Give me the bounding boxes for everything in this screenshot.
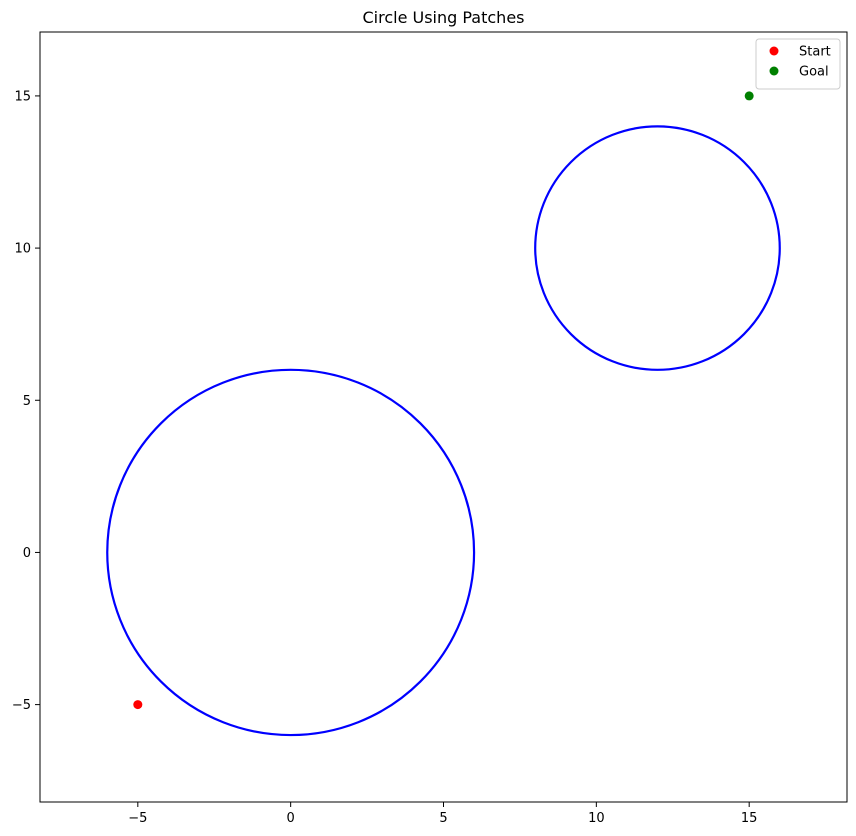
y-axis: −5 0 5 10 15 [12,89,40,713]
plot-area [40,32,847,802]
legend-label-goal: Goal [799,65,829,80]
x-tick-label: 0 [287,811,295,826]
scatter-points [133,91,754,710]
y-tick-label: 10 [14,242,31,257]
legend: Start Goal [755,38,841,90]
start-point [133,700,143,710]
circle-patch-1 [106,368,476,737]
y-tick-label: 5 [23,394,31,409]
y-tick-label: 0 [23,546,31,561]
y-tick-label: 15 [14,89,31,104]
y-tick-label: −5 [12,698,31,713]
legend-label-start: Start [799,45,831,60]
x-tick-label: 5 [439,811,447,826]
goal-point [744,91,754,101]
circle-patches [106,125,781,737]
x-tick-label: −5 [128,811,147,826]
x-axis: −5 0 5 10 15 [128,802,757,826]
circle-patch-2 [534,125,781,371]
x-tick-label: 15 [741,811,758,826]
x-tick-label: 10 [588,811,605,826]
legend-marker-goal [769,66,779,76]
legend-marker-start [769,46,779,56]
chart-title: Circle Using Patches [362,8,524,27]
